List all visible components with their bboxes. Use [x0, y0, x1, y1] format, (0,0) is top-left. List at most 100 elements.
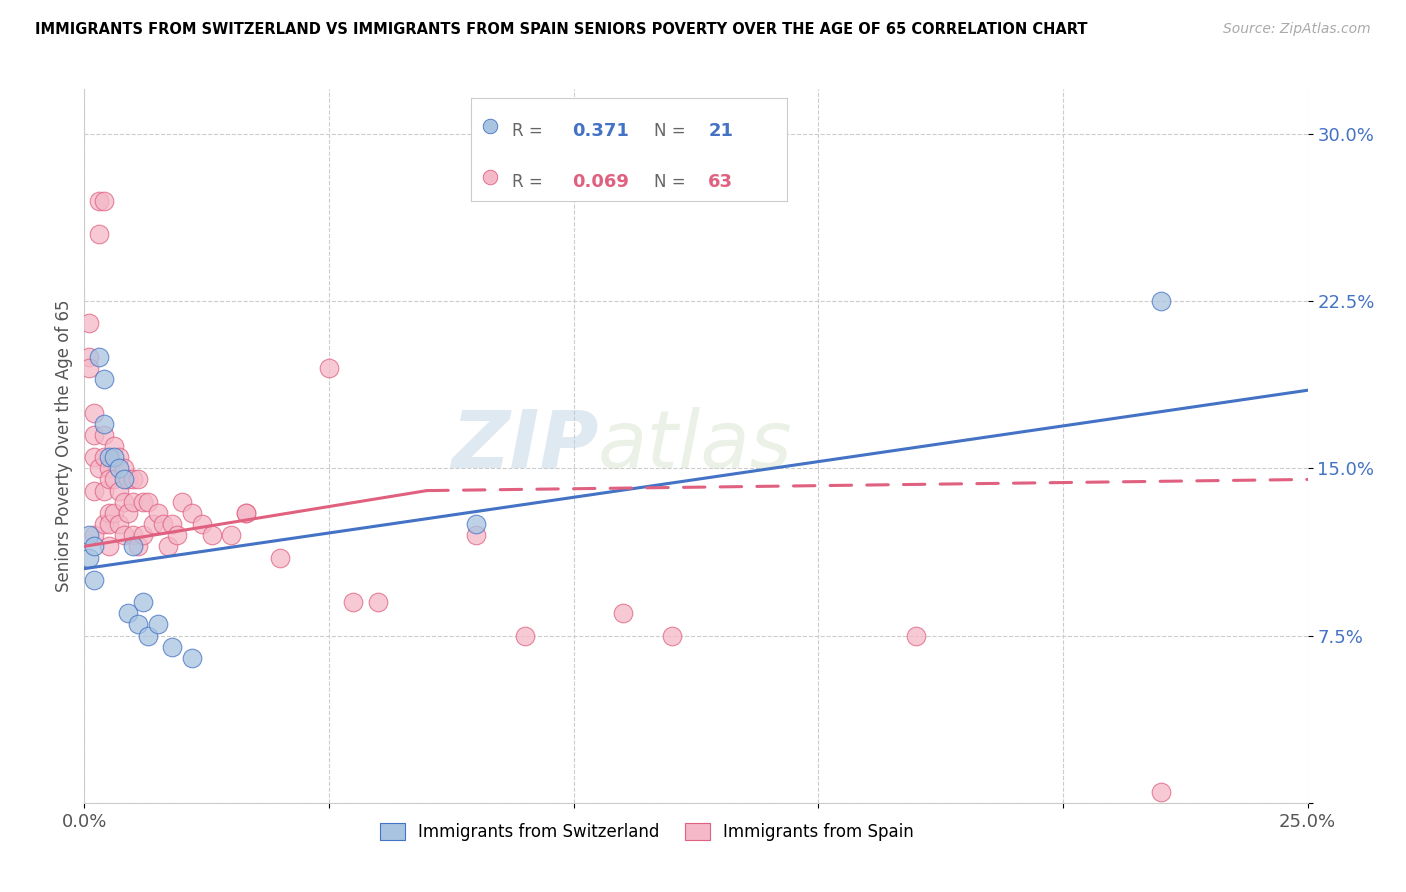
- Point: [93, 417, 115, 431]
- Text: IMMIGRANTS FROM SWITZERLAND VS IMMIGRANTS FROM SPAIN SENIORS POVERTY OVER THE AG: IMMIGRANTS FROM SWITZERLAND VS IMMIGRANT…: [35, 22, 1088, 37]
- Text: N =: N =: [655, 122, 686, 140]
- Point: [103, 450, 125, 464]
- Point: [162, 640, 184, 654]
- Point: [77, 550, 100, 565]
- Point: [132, 528, 155, 542]
- Point: [87, 227, 110, 241]
- Point: [83, 450, 105, 464]
- Text: N =: N =: [655, 173, 686, 192]
- Point: [83, 573, 105, 587]
- Point: [83, 528, 105, 542]
- Point: [87, 461, 110, 475]
- Point: [318, 360, 340, 375]
- Point: [367, 595, 389, 609]
- Point: [478, 119, 502, 133]
- Point: [97, 516, 120, 531]
- Point: [152, 516, 174, 531]
- Point: [132, 494, 155, 508]
- Point: [93, 483, 115, 498]
- Point: [83, 483, 105, 498]
- Text: R =: R =: [512, 122, 543, 140]
- Point: [93, 372, 115, 386]
- Point: [87, 350, 110, 364]
- Point: [87, 194, 110, 208]
- Point: [93, 516, 115, 531]
- Point: [127, 473, 149, 487]
- Point: [107, 516, 129, 531]
- Point: [77, 350, 100, 364]
- Point: [1150, 785, 1173, 799]
- Point: [200, 528, 222, 542]
- Text: 0.069: 0.069: [572, 173, 628, 192]
- Point: [83, 405, 105, 419]
- Point: [464, 528, 486, 542]
- Point: [478, 170, 502, 185]
- Point: [107, 461, 129, 475]
- Point: [107, 483, 129, 498]
- Point: [342, 595, 364, 609]
- Point: [127, 617, 149, 632]
- Point: [612, 607, 634, 621]
- Point: [181, 506, 204, 520]
- Point: [97, 506, 120, 520]
- Point: [191, 516, 214, 531]
- Point: [112, 528, 135, 542]
- Point: [103, 439, 125, 453]
- Point: [93, 427, 115, 442]
- Point: [107, 450, 129, 464]
- Point: [97, 450, 120, 464]
- Point: [112, 473, 135, 487]
- Point: [146, 506, 169, 520]
- Point: [112, 494, 135, 508]
- Point: [117, 506, 139, 520]
- Point: [97, 539, 120, 553]
- Point: [117, 607, 139, 621]
- Point: [93, 450, 115, 464]
- Point: [132, 595, 155, 609]
- Point: [464, 516, 486, 531]
- Text: atlas: atlas: [598, 407, 793, 485]
- Point: [181, 651, 204, 665]
- Point: [117, 473, 139, 487]
- Point: [127, 539, 149, 553]
- Point: [77, 528, 100, 542]
- Point: [146, 617, 169, 632]
- Point: [156, 539, 179, 553]
- Point: [122, 494, 145, 508]
- Y-axis label: Seniors Poverty Over the Age of 65: Seniors Poverty Over the Age of 65: [55, 300, 73, 592]
- Point: [77, 316, 100, 330]
- Point: [122, 528, 145, 542]
- Point: [219, 528, 242, 542]
- Point: [97, 461, 120, 475]
- Point: [136, 628, 159, 642]
- Point: [83, 539, 105, 553]
- Point: [122, 539, 145, 553]
- Legend: Immigrants from Switzerland, Immigrants from Spain: Immigrants from Switzerland, Immigrants …: [374, 816, 921, 848]
- Point: [166, 528, 188, 542]
- Point: [93, 194, 115, 208]
- Point: [172, 494, 194, 508]
- Text: 0.371: 0.371: [572, 122, 628, 140]
- Point: [513, 628, 536, 642]
- Point: [136, 494, 159, 508]
- Point: [905, 628, 928, 642]
- Point: [1150, 293, 1173, 308]
- Point: [97, 473, 120, 487]
- Point: [77, 360, 100, 375]
- Text: 21: 21: [709, 122, 734, 140]
- Text: Source: ZipAtlas.com: Source: ZipAtlas.com: [1223, 22, 1371, 37]
- Point: [269, 550, 291, 565]
- Text: 63: 63: [709, 173, 734, 192]
- Point: [235, 506, 257, 520]
- Text: ZIP: ZIP: [451, 407, 598, 485]
- Point: [112, 461, 135, 475]
- Point: [83, 427, 105, 442]
- Point: [162, 516, 184, 531]
- Point: [235, 506, 257, 520]
- Point: [142, 516, 165, 531]
- Point: [103, 506, 125, 520]
- Point: [122, 473, 145, 487]
- Point: [661, 628, 683, 642]
- Point: [103, 473, 125, 487]
- Text: R =: R =: [512, 173, 543, 192]
